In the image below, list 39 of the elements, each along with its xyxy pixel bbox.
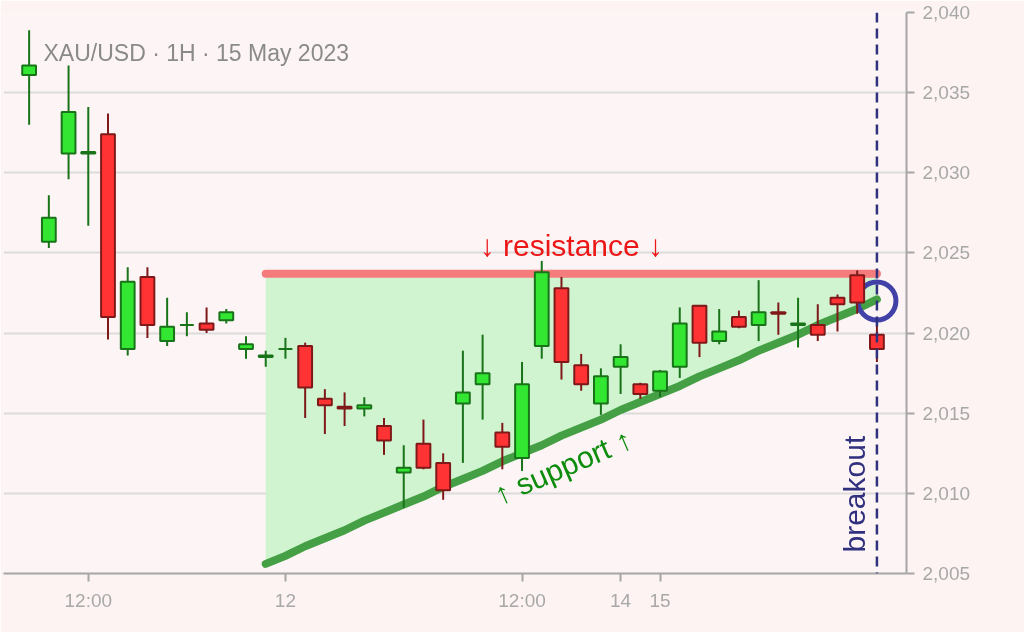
y-tick-label: 2,015 xyxy=(922,402,971,424)
x-tick-label: 14 xyxy=(610,589,632,611)
candlestick xyxy=(829,293,846,333)
y-tick-label: 2,030 xyxy=(922,162,971,184)
x-tick-label: 12:00 xyxy=(64,589,113,611)
annotation: ↓ resistance ↓ xyxy=(479,228,664,262)
y-tick-label: 2,005 xyxy=(922,563,971,584)
candlestick xyxy=(198,306,215,335)
y-tick-label: 2,025 xyxy=(922,242,971,264)
candlestick xyxy=(652,368,668,399)
candlestick xyxy=(21,29,38,126)
candlestick xyxy=(711,308,728,346)
candlestick xyxy=(573,352,590,392)
y-tick-label: 2,040 xyxy=(922,2,971,23)
x-tick-label: 15 xyxy=(649,589,671,611)
y-tick-label: 2,010 xyxy=(922,482,971,504)
candlestick xyxy=(494,421,511,471)
x-tick-label: 12 xyxy=(274,589,297,611)
candlestick xyxy=(750,279,767,343)
candlestick xyxy=(770,301,787,336)
candlestick xyxy=(395,444,412,509)
annotation: breakout xyxy=(837,435,871,553)
candlestick xyxy=(356,396,373,418)
candlestick xyxy=(809,303,826,343)
candlestick xyxy=(238,335,254,360)
y-tick-label: 2,020 xyxy=(922,322,971,344)
y-tick-label: 2,035 xyxy=(922,82,971,104)
candlestick xyxy=(376,417,392,456)
candlestick xyxy=(454,349,471,464)
candlestick xyxy=(474,333,491,421)
candlestick xyxy=(178,311,195,338)
candlestick xyxy=(80,106,97,227)
candlestick xyxy=(790,296,806,349)
candlestick xyxy=(159,296,176,347)
candlestick xyxy=(277,336,294,360)
text: XAU/USD · 1H · 15 May 2023 xyxy=(43,39,350,66)
x-tick-label: 12:00 xyxy=(498,589,546,611)
candlestick xyxy=(612,343,629,395)
candlestick xyxy=(316,388,333,436)
